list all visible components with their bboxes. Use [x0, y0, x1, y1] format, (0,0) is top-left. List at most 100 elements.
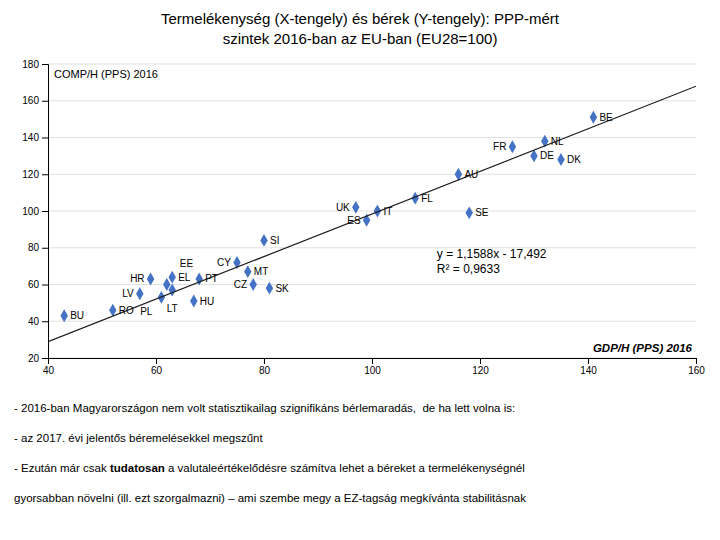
tick: 160 [22, 95, 48, 106]
tick-mark [372, 358, 373, 364]
tick-label: 100 [364, 365, 381, 376]
grid-line [48, 64, 696, 65]
tick-mark [696, 358, 697, 364]
tick-mark [42, 64, 48, 65]
tick-label: 120 [22, 169, 39, 180]
point [147, 273, 154, 286]
tick: 40 [28, 316, 48, 327]
point-label: EL [178, 272, 191, 283]
grid-line [48, 137, 696, 138]
point-label: CZ [234, 279, 247, 290]
point-label: PL [140, 306, 153, 317]
tick-mark [264, 358, 265, 364]
point-label: ES [347, 215, 361, 226]
tick-label: 140 [580, 365, 597, 376]
point-label: DE [540, 150, 554, 161]
tick-label: 80 [259, 365, 271, 376]
y-axis: 20 40 60 80 100 120 140 160 180 [22, 59, 48, 364]
grid-line [48, 247, 696, 248]
point-label: SE [475, 207, 489, 218]
footnote-part: tudatosan [110, 462, 165, 474]
tick-label: 40 [43, 365, 55, 376]
point [352, 201, 359, 214]
tick: 160 [688, 358, 705, 376]
point [168, 271, 175, 284]
y-axis-title: COMP/H (PPS) 2016 [54, 68, 158, 80]
grid-line [48, 321, 696, 322]
tick: 120 [472, 358, 489, 376]
tick-mark [588, 358, 589, 364]
tick: 120 [22, 169, 48, 180]
tick: 140 [580, 358, 597, 376]
tick-label: 140 [22, 132, 39, 143]
footnote-part: - Ezután már csak [14, 462, 110, 474]
tick-label: 160 [688, 365, 705, 376]
point-label: LT [167, 303, 178, 314]
title: Termelékenység (X-tengely) és bérek (Y-t… [161, 10, 560, 27]
axis-line [42, 65, 49, 359]
point-label: HU [200, 296, 214, 307]
grid-line [48, 100, 696, 101]
grid-line [48, 284, 696, 285]
footnote: - Ezután már csak tudatosan a valutaleér… [14, 462, 525, 474]
tick: 20 [28, 353, 48, 364]
trend-line [48, 86, 696, 342]
point [190, 295, 197, 308]
point-label: MT [254, 266, 268, 277]
point-label: SI [270, 235, 279, 246]
tick-mark [42, 211, 48, 212]
tick-mark [42, 138, 48, 139]
tick-label: 100 [22, 206, 39, 217]
tick-mark [42, 321, 48, 322]
tick-mark [42, 101, 48, 102]
tick-label: 20 [28, 353, 40, 364]
tick: 80 [259, 358, 271, 376]
footnote: - 2016-ban Magyarországon nem volt stati… [14, 402, 515, 414]
grid-line [48, 174, 696, 175]
tick-label: 40 [28, 316, 40, 327]
title: szintek 2016-ban az EU-ban (EU28=100) [223, 30, 498, 47]
tick: 60 [28, 279, 48, 290]
tick-label: 160 [22, 95, 39, 106]
point-label: PT [205, 273, 218, 284]
grid [48, 64, 696, 358]
point-label: SK [275, 283, 289, 294]
point-label: BU [70, 310, 84, 321]
tick-mark [156, 358, 157, 364]
tick: 140 [22, 132, 48, 143]
tick: 80 [28, 242, 48, 253]
point-label: AU [464, 169, 478, 180]
point-label: HR [130, 273, 144, 284]
point [136, 287, 143, 300]
tick-label: 120 [472, 365, 489, 376]
point [244, 265, 251, 278]
point-label: CY [217, 257, 231, 268]
tick-mark [42, 174, 48, 175]
point-label: FL [421, 193, 433, 204]
point-label: DK [567, 154, 581, 165]
point [249, 278, 256, 291]
tick: 40 [43, 358, 55, 376]
point-labels: BENLFRDEDKAUFLUKITESSESICYMTELPTHREELTCZ… [70, 112, 613, 321]
point [266, 282, 273, 295]
x-axis-title: GDP/H (PPS) 2016 [593, 342, 693, 354]
tick-mark [42, 358, 48, 359]
point [60, 309, 67, 322]
tick-label: 60 [28, 279, 40, 290]
point-label: UK [336, 202, 350, 213]
point-label: NL [551, 136, 564, 147]
footnote: gyorsabban növelni (ill. ezt szorgalmazn… [14, 492, 526, 504]
point-label: BE [599, 112, 613, 123]
plot-root: 4060801001201401602040608010012014016018… [22, 59, 705, 376]
point-label: RO [119, 305, 134, 316]
tick-label: 60 [151, 365, 163, 376]
point [509, 140, 516, 153]
point [557, 153, 564, 166]
x-axis: 40 60 80 100 120 140 160 [43, 358, 705, 376]
annotation-line: y = 1,1588x - 17,492 [437, 247, 547, 261]
tick: 180 [22, 59, 48, 70]
annotation: y = 1,1588x - 17,492R² = 0,9633 [437, 247, 547, 276]
footnote-part: a valutaleértékelődésre számítva lehet a… [165, 462, 525, 474]
point [465, 206, 472, 219]
tick: 100 [364, 358, 381, 376]
